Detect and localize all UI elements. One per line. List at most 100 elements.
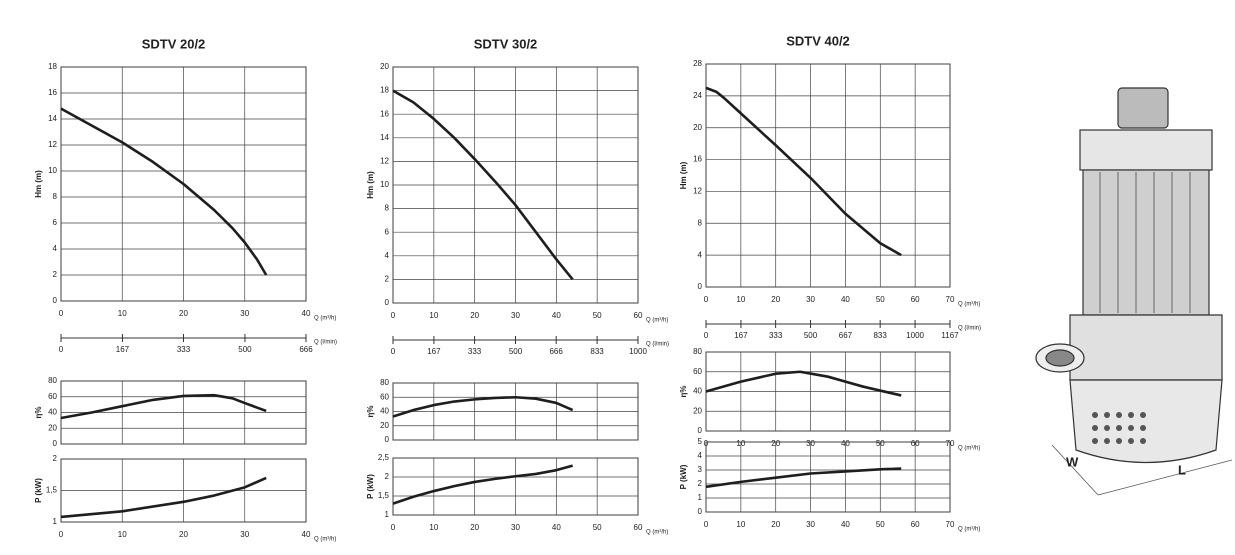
- x-tick-label: 20: [771, 295, 780, 304]
- curve: [392, 464, 574, 505]
- x-tick-label: 0: [391, 311, 396, 320]
- y-tick-label: 10: [380, 180, 389, 189]
- y-tick-label: 2,5: [378, 453, 390, 462]
- y-tick-label: 0: [698, 282, 703, 291]
- y-tick-label: 0: [698, 426, 703, 435]
- x-tick-label: 30: [511, 311, 520, 320]
- secondary-tick-label: 833: [590, 347, 604, 356]
- chart-title: SDTV 20/2: [142, 36, 206, 51]
- y-tick-label: 60: [693, 367, 702, 376]
- y-tick-label: 24: [693, 91, 702, 100]
- y-tick-label: 16: [380, 109, 389, 118]
- y-tick-label: 2: [53, 270, 58, 279]
- y-tick-label: 18: [48, 62, 57, 71]
- secondary-tick-label: 167: [116, 345, 130, 354]
- curve: [392, 395, 574, 418]
- x-tick-label: 10: [118, 309, 127, 318]
- y-tick-label: 0: [53, 296, 58, 305]
- secondary-tick-label: 167: [427, 347, 441, 356]
- secondary-tick-label: 167: [734, 331, 748, 340]
- y-tick-label: 6: [53, 218, 58, 227]
- y-axis-label: P (kW): [366, 474, 375, 499]
- x-tick-label: 0: [704, 295, 709, 304]
- secondary-tick-label: 1000: [906, 331, 924, 340]
- secondary-tick-label: 0: [391, 347, 396, 356]
- y-axis-label: Hm (m): [679, 161, 688, 189]
- curve: [392, 89, 574, 281]
- curve: [60, 107, 268, 276]
- y-tick-label: 14: [48, 114, 57, 123]
- x-tick-label: 50: [876, 520, 885, 529]
- curve: [705, 86, 902, 257]
- x-tick-label: 40: [841, 295, 850, 304]
- y-tick-label: 2: [385, 275, 390, 284]
- pump-handle: [1117, 87, 1169, 129]
- x-tick-label: 0: [59, 530, 64, 539]
- y-tick-label: 20: [380, 421, 389, 430]
- y-tick-label: 0: [53, 439, 58, 448]
- y-tick-label: 6: [385, 227, 390, 236]
- x-tick-label: 40: [552, 523, 561, 532]
- x-tick-label: 10: [118, 530, 127, 539]
- y-tick-label: 2: [385, 472, 390, 481]
- pump-strainer: [1069, 379, 1223, 464]
- secondary-tick-label: 1167: [941, 331, 959, 340]
- curve: [60, 476, 267, 519]
- x-tick-label: 50: [876, 295, 885, 304]
- x-tick-label: 10: [736, 520, 745, 529]
- x-axis-label: Q (m³/h): [646, 318, 668, 324]
- x-tick-label: 70: [946, 295, 955, 304]
- y-tick-label: 4: [698, 451, 703, 460]
- y-tick-label: 0: [385, 298, 390, 307]
- secondary-tick-label: 500: [238, 345, 252, 354]
- x-axis-label: Q (m³/h): [958, 527, 980, 533]
- secondary-tick-label: 666: [299, 345, 313, 354]
- y-tick-label: 8: [53, 192, 58, 201]
- y-tick-label: 20: [693, 123, 702, 132]
- secondary-axis-label: Q (l/min): [958, 326, 981, 332]
- plot-frame: [705, 63, 951, 288]
- x-tick-label: 30: [240, 309, 249, 318]
- y-tick-label: 3: [698, 465, 703, 474]
- y-axis-label: P (kW): [34, 478, 43, 503]
- x-tick-label: 30: [511, 523, 520, 532]
- x-tick-label: 40: [552, 311, 561, 320]
- dimension-w: W: [1066, 454, 1079, 469]
- y-tick-label: 4: [698, 250, 703, 259]
- y-tick-label: 12: [48, 140, 57, 149]
- x-tick-label: 60: [634, 311, 643, 320]
- x-tick-label: 30: [806, 520, 815, 529]
- plot-frame: [705, 441, 951, 513]
- y-tick-label: 16: [693, 155, 702, 164]
- y-tick-label: 0: [698, 507, 703, 516]
- x-tick-label: 10: [429, 311, 438, 320]
- secondary-tick-label: 1000: [629, 347, 647, 356]
- secondary-tick-label: 333: [769, 331, 783, 340]
- x-tick-label: 40: [302, 309, 311, 318]
- secondary-tick-label: 500: [509, 347, 523, 356]
- pump-top: [1079, 129, 1213, 171]
- secondary-tick-label: 667: [839, 331, 853, 340]
- y-tick-label: 40: [693, 387, 702, 396]
- y-axis-label: η%: [366, 406, 375, 418]
- x-tick-label: 60: [634, 523, 643, 532]
- x-axis-label: Q (m³/h): [314, 537, 336, 543]
- x-axis-label: Q (m³/h): [646, 530, 668, 536]
- x-axis-label: Q (m³/h): [958, 302, 980, 308]
- y-tick-label: 2: [698, 479, 703, 488]
- pump-outlet-bore: [1045, 349, 1075, 367]
- x-tick-label: 60: [911, 520, 920, 529]
- x-axis-label: Q (m³/h): [314, 316, 336, 322]
- y-tick-label: 4: [53, 244, 58, 253]
- x-tick-label: 20: [470, 523, 479, 532]
- y-tick-label: 1,5: [46, 486, 58, 495]
- secondary-axis-label: Q (l/min): [314, 340, 337, 346]
- pump-volute: [1069, 314, 1223, 381]
- y-tick-label: 14: [380, 133, 389, 142]
- y-tick-label: 40: [48, 408, 57, 417]
- x-tick-label: 50: [593, 523, 602, 532]
- secondary-tick-label: 0: [59, 345, 64, 354]
- y-tick-label: 20: [380, 62, 389, 71]
- y-axis-label: η%: [34, 407, 43, 419]
